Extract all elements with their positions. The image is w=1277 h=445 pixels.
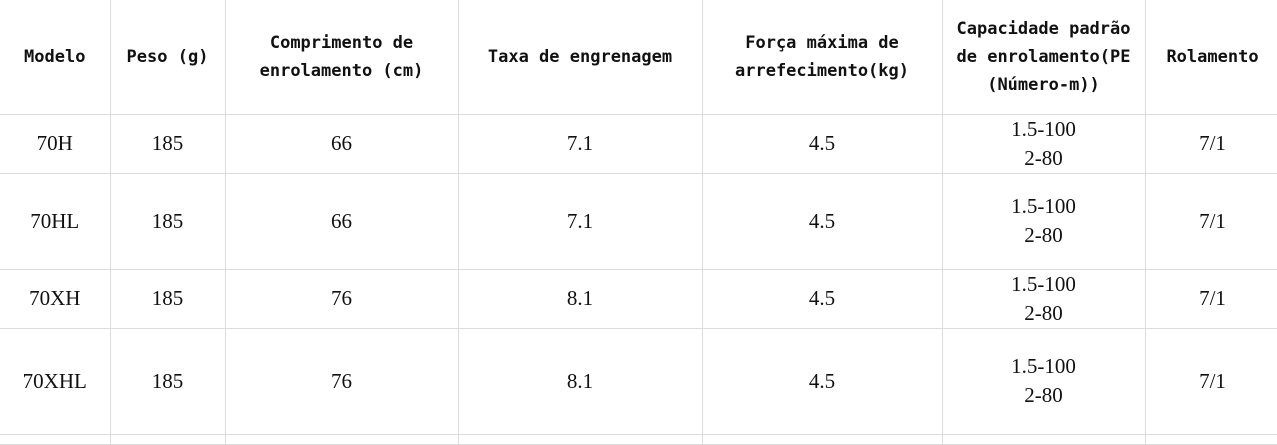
cell-forca: 4.5 [701, 113, 943, 174]
cell-comprimento: 76 [224, 268, 459, 329]
table-row: 70XH 185 76 8.1 4.5 1.5-100 2-80 7/1 [0, 268, 1277, 329]
cell-modelo: 70H [0, 113, 111, 174]
cell-modelo: 70HL [0, 172, 111, 270]
cell-rolamento: 7/1 [1144, 327, 1277, 435]
cell-forca: 4.5 [701, 268, 943, 329]
header-modelo: Modelo [0, 0, 111, 115]
cell-capacidade-2: 2-80 [1024, 300, 1063, 325]
table-row: 70HL 185 66 7.1 4.5 1.5-100 2-80 7/1 [0, 172, 1277, 270]
cell-capacidade: 1.5-100 2-80 [941, 268, 1146, 329]
cell-taxa: 8.1 [457, 268, 703, 329]
cell-capacidade-1: 1.5-100 [1011, 354, 1076, 378]
cell-capacidade-2: 2-80 [1024, 383, 1063, 407]
cell-capacidade-2: 2-80 [1024, 223, 1063, 247]
cell-capacidade-1: 1.5-100 [1011, 116, 1076, 141]
header-peso: Peso (g) [109, 0, 226, 115]
header-taxa: Taxa de engrenagem [457, 0, 703, 115]
cell-taxa: 8.1 [457, 327, 703, 435]
cell-capacidade: 1.5-100 2-80 [941, 172, 1146, 270]
header-rolamento: Rolamento [1144, 0, 1277, 115]
cell-comprimento: 66 [224, 113, 459, 174]
header-capacidade: Capacidade padrão de enrolamento(PE (Núm… [941, 0, 1146, 115]
cell-capacidade: 1.5-100 2-80 [941, 327, 1146, 435]
cell-comprimento: 66 [224, 172, 459, 270]
header-comprimento: Comprimento de enrolamento (cm) [224, 0, 459, 115]
cell-rolamento: 7/1 [1144, 172, 1277, 270]
cell-capacidade-1: 1.5-100 [1011, 194, 1076, 218]
cell-rolamento: 7/1 [1144, 113, 1277, 174]
cell-modelo: 70XHL [0, 327, 111, 435]
cell-capacidade: 1.5-100 2-80 [941, 113, 1146, 174]
cell-comprimento: 76 [224, 327, 459, 435]
cell-peso: 185 [109, 172, 226, 270]
cell-modelo: 70XH [0, 268, 111, 329]
table-row: 70XHL 185 76 8.1 4.5 1.5-100 2-80 7/1 [0, 327, 1277, 435]
cell-capacidade-1: 1.5-100 [1011, 271, 1076, 296]
cell-taxa: 7.1 [457, 172, 703, 270]
header-row: Modelo Peso (g) Comprimento de enrolamen… [0, 0, 1277, 115]
cell-taxa: 7.1 [457, 113, 703, 174]
cell-rolamento: 7/1 [1144, 268, 1277, 329]
cell-peso: 185 [109, 113, 226, 174]
header-forca: Força máxima de arrefecimento(kg) [701, 0, 943, 115]
cell-capacidade-2: 2-80 [1024, 145, 1063, 170]
cell-forca: 4.5 [701, 327, 943, 435]
table-row: 70H 185 66 7.1 4.5 1.5-100 2-80 7/1 [0, 113, 1277, 174]
cell-peso: 185 [109, 327, 226, 435]
cell-forca: 4.5 [701, 172, 943, 270]
cell-peso: 185 [109, 268, 226, 329]
